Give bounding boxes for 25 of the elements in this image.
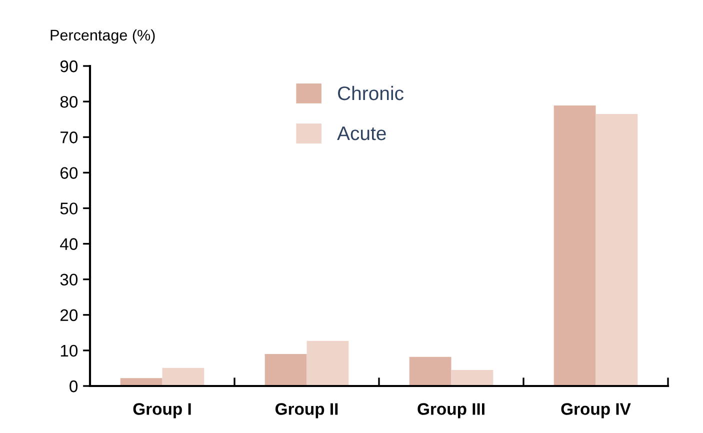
y-tick-label: 60 bbox=[60, 167, 78, 179]
bar bbox=[264, 354, 307, 386]
y-axis-title: Percentage (%) bbox=[50, 29, 155, 44]
y-tick-label: 70 bbox=[60, 132, 78, 144]
bar bbox=[554, 105, 596, 386]
x-tick-label: Group IV bbox=[561, 403, 631, 418]
y-tick-label: 50 bbox=[60, 202, 78, 214]
y-tick-label: 40 bbox=[60, 238, 78, 250]
x-tick-label: Group II bbox=[275, 403, 338, 418]
y-tick-label: 0 bbox=[70, 380, 78, 392]
bar bbox=[451, 370, 494, 386]
y-tick-label: 20 bbox=[60, 309, 78, 322]
bar bbox=[162, 368, 204, 386]
legend-label: Acute bbox=[337, 126, 386, 140]
y-tick-label: 80 bbox=[60, 96, 78, 108]
x-tick-label: Group I bbox=[133, 403, 191, 418]
bar bbox=[409, 356, 452, 386]
bar bbox=[596, 114, 638, 386]
legend-label: Chronic bbox=[338, 86, 404, 100]
x-tick-label: Group III bbox=[418, 403, 484, 418]
bar bbox=[306, 340, 349, 386]
y-tick-label: 90 bbox=[60, 60, 78, 72]
y-tick-label: 30 bbox=[60, 274, 78, 286]
y-tick-label: 10 bbox=[60, 344, 78, 357]
bar bbox=[120, 378, 162, 386]
